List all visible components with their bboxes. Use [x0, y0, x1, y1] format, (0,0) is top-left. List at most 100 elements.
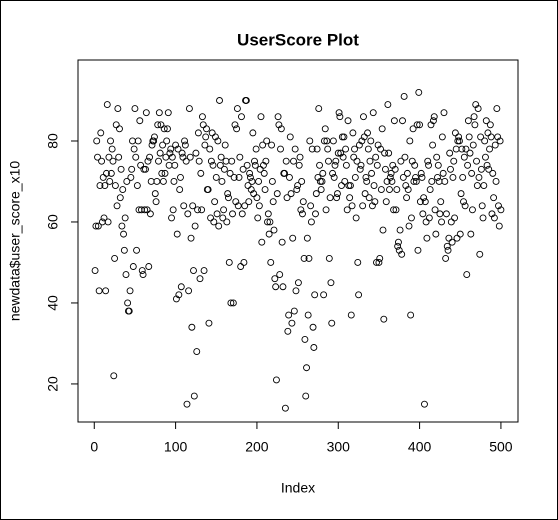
point [174, 145, 182, 153]
point [421, 400, 428, 408]
point [373, 161, 381, 169]
point [486, 145, 493, 153]
point [493, 105, 501, 113]
point [273, 190, 281, 198]
point [455, 133, 463, 141]
point [105, 153, 113, 161]
point [390, 117, 398, 125]
point [271, 275, 279, 283]
point [230, 173, 238, 181]
point [330, 173, 338, 181]
point [311, 291, 319, 299]
point [216, 97, 223, 104]
point [154, 121, 162, 129]
point [457, 190, 465, 198]
point [406, 137, 414, 145]
point [320, 291, 328, 299]
point [461, 202, 469, 210]
point [399, 173, 407, 181]
point [334, 149, 342, 157]
point [302, 392, 310, 400]
point [194, 129, 202, 137]
point [469, 206, 476, 214]
point [468, 169, 476, 177]
point [120, 230, 127, 238]
point [156, 149, 164, 157]
x-axis-label: Index [281, 480, 315, 496]
point [463, 271, 471, 279]
point [464, 117, 472, 125]
point [236, 153, 244, 161]
point [474, 105, 482, 113]
point [155, 157, 162, 165]
point [412, 178, 420, 185]
point [251, 157, 258, 165]
point [221, 141, 229, 149]
point [254, 214, 262, 222]
point [209, 161, 217, 169]
point [390, 206, 398, 214]
point [233, 105, 241, 113]
point [489, 169, 497, 177]
point [421, 198, 429, 206]
point [433, 153, 441, 161]
point [252, 145, 260, 153]
point [408, 214, 415, 222]
point [318, 178, 326, 185]
point [381, 149, 389, 157]
point [410, 178, 418, 185]
point [369, 109, 377, 117]
point [303, 364, 310, 372]
point [204, 186, 212, 194]
point [301, 335, 309, 343]
point [160, 125, 168, 133]
point [353, 157, 361, 165]
point [144, 157, 152, 165]
point [110, 372, 118, 380]
point [103, 169, 110, 177]
point [227, 299, 235, 307]
point [414, 246, 422, 254]
point [261, 186, 269, 194]
point [163, 137, 171, 145]
point [153, 178, 161, 185]
point [215, 222, 223, 230]
point [268, 178, 276, 185]
point [343, 206, 351, 214]
point [118, 222, 126, 230]
point [458, 145, 466, 153]
point [348, 202, 356, 210]
point [470, 113, 478, 121]
point [151, 133, 158, 141]
point [404, 186, 412, 194]
point [94, 222, 102, 230]
point [262, 157, 270, 165]
point [246, 173, 254, 181]
point [305, 254, 313, 262]
point [119, 186, 127, 194]
point [124, 299, 132, 307]
point [111, 254, 119, 262]
point [403, 194, 411, 202]
point [312, 210, 319, 218]
point [225, 259, 233, 266]
point [246, 169, 254, 177]
y-axis-label: newdata$user_score_x10 [7, 161, 23, 322]
point [190, 392, 198, 400]
point [324, 145, 332, 153]
point [267, 259, 275, 266]
point [409, 125, 417, 133]
point [362, 173, 370, 181]
point [364, 145, 372, 153]
point [138, 267, 146, 275]
point [123, 178, 131, 185]
point [361, 190, 369, 198]
point [430, 113, 438, 121]
point [146, 153, 154, 161]
point [290, 157, 297, 165]
point [129, 263, 137, 270]
point [97, 129, 105, 137]
point [96, 182, 104, 189]
point [371, 198, 379, 206]
point [299, 210, 306, 218]
